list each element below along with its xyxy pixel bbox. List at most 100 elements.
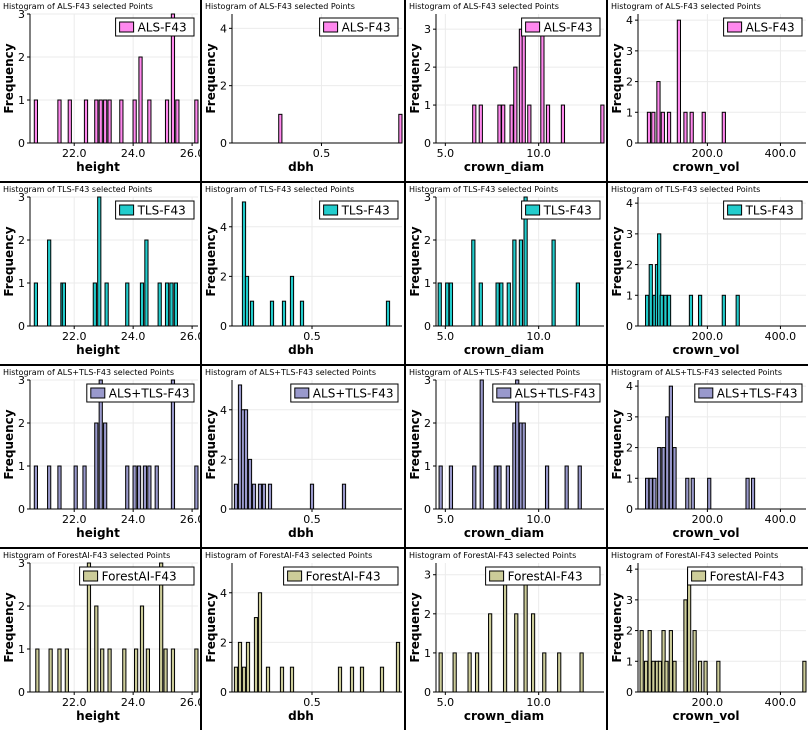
histogram-bar xyxy=(577,465,582,510)
histogram-bar xyxy=(471,239,476,327)
histogram-bar xyxy=(518,239,524,327)
histogram-bar xyxy=(672,447,677,510)
histogram-bar xyxy=(452,652,457,693)
histogram-bar xyxy=(100,648,105,693)
y-tick-label: 1 xyxy=(626,106,633,119)
legend-swatch xyxy=(727,21,743,33)
x-tick-label: 400.0 xyxy=(765,330,797,343)
legend: ALS+TLS-F43 xyxy=(492,383,601,403)
histogram-bar xyxy=(278,113,283,144)
y-tick-label: 0 xyxy=(18,137,25,150)
histogram-bar xyxy=(697,660,703,693)
histogram-bar xyxy=(243,409,249,510)
y-tick-label: 0 xyxy=(18,320,25,333)
histogram-bar xyxy=(661,447,666,510)
histogram-bar xyxy=(289,275,295,327)
histogram-bar xyxy=(521,28,526,144)
histogram-bar xyxy=(652,477,657,510)
histogram-bar xyxy=(139,282,145,327)
histogram-bar xyxy=(672,660,677,693)
histogram-bar xyxy=(349,666,355,693)
chart-title: Histogram of ALS+TLS-F43 selected Points xyxy=(611,368,782,377)
histogram-bar xyxy=(721,111,726,144)
histogram-bar xyxy=(665,416,670,510)
legend-swatch xyxy=(119,204,135,216)
x-tick-label: 400.0 xyxy=(765,513,797,526)
histogram-bar xyxy=(540,28,545,144)
chart-title: Histogram of ALS-F43 selected Points xyxy=(409,2,559,11)
histogram-bar xyxy=(194,648,199,693)
x-tick-label: 200.0 xyxy=(692,147,724,160)
histogram-bar xyxy=(164,282,170,327)
histogram-chart: Histogram of ForestAI-F43 selected Point… xyxy=(408,551,604,724)
x-axis-label: height xyxy=(76,526,120,540)
y-tick-label: 3 xyxy=(424,23,431,36)
legend-label: TLS-F43 xyxy=(137,204,186,218)
histogram-bar xyxy=(57,99,62,144)
histogram-bar xyxy=(688,294,694,327)
y-tick-label: 0 xyxy=(220,686,227,699)
x-tick-label: 200.0 xyxy=(692,330,724,343)
histogram-bar xyxy=(139,605,145,693)
legend-label: ALS-F43 xyxy=(342,21,391,35)
y-tick-label: 2 xyxy=(626,76,633,89)
histogram-bar xyxy=(97,196,102,327)
x-tick-label: 200.0 xyxy=(692,513,724,526)
histogram-bar xyxy=(261,483,267,510)
y-tick-label: 0 xyxy=(18,686,25,699)
y-tick-label: 0 xyxy=(626,503,633,516)
y-axis-label: Frequency xyxy=(2,226,16,296)
histogram-bar xyxy=(557,652,562,693)
histogram-bar xyxy=(651,111,656,144)
histogram-bar xyxy=(147,465,152,510)
histogram-bar xyxy=(265,666,271,693)
chart-title: Histogram of ForestAI-F43 selected Point… xyxy=(3,551,170,560)
legend: ForestAI-F43 xyxy=(283,566,399,586)
y-tick-label: 2 xyxy=(424,61,431,74)
legend: TLS-F43 xyxy=(521,200,601,220)
histogram-bar xyxy=(750,477,756,510)
y-tick-label: 0 xyxy=(220,137,227,150)
histogram-bar xyxy=(692,630,697,693)
histogram-bar xyxy=(245,641,251,693)
y-axis-label: Frequency xyxy=(610,409,624,479)
legend-swatch xyxy=(691,570,707,582)
histogram-bar xyxy=(707,477,712,510)
legend-swatch xyxy=(90,387,106,399)
histogram-bar xyxy=(497,104,502,144)
histogram-bar xyxy=(33,282,38,327)
histogram-bar xyxy=(134,648,139,693)
histogram-bar xyxy=(506,282,511,327)
x-tick-label: 0.5 xyxy=(303,330,321,343)
histogram-panel: Histogram of ForestAI-F43 selected Point… xyxy=(202,549,404,730)
histogram-bar xyxy=(147,99,152,144)
histogram-bar xyxy=(448,282,454,327)
histogram-bar xyxy=(530,613,536,693)
histogram-bar xyxy=(656,81,661,144)
histogram-bar xyxy=(57,465,62,510)
y-tick-label: 2 xyxy=(220,80,227,93)
y-tick-label: 4 xyxy=(626,14,633,27)
histogram-bar xyxy=(499,282,504,327)
chart-title: Histogram of TLS-F43 selected Points xyxy=(611,185,760,194)
x-axis-label: crown_vol xyxy=(672,343,739,358)
legend-swatch xyxy=(496,387,512,399)
legend-label: TLS-F43 xyxy=(745,204,794,218)
y-tick-label: 1 xyxy=(424,460,431,473)
x-tick-label: 10.0 xyxy=(526,147,551,160)
row-separator xyxy=(0,181,808,183)
histogram-bar xyxy=(132,465,137,510)
histogram-bar xyxy=(233,483,239,510)
histogram-bar xyxy=(657,447,662,510)
y-tick-label: 4 xyxy=(220,587,227,600)
histogram-bar xyxy=(103,422,108,510)
chart-title: Histogram of ForestAI-F43 selected Point… xyxy=(611,551,778,560)
y-axis-label: Frequency xyxy=(610,226,624,296)
histogram-bar xyxy=(175,99,180,144)
histogram-bar xyxy=(683,111,688,144)
x-axis-label: crown_vol xyxy=(672,526,739,541)
histogram-bar xyxy=(103,99,108,144)
y-tick-label: 0 xyxy=(424,320,431,333)
x-axis-label: height xyxy=(76,160,120,174)
y-tick-label: 2 xyxy=(18,51,25,64)
